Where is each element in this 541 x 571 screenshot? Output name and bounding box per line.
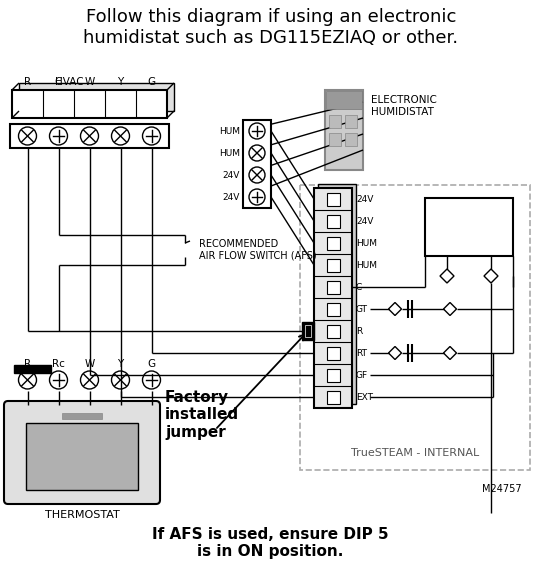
- Text: If AFS is used, ensure DIP 5
is in ON position.: If AFS is used, ensure DIP 5 is in ON po…: [151, 527, 388, 560]
- FancyBboxPatch shape: [4, 401, 160, 504]
- Text: Y: Y: [117, 77, 124, 87]
- Bar: [300, 185, 530, 470]
- Bar: [327, 192, 340, 206]
- Text: HUM: HUM: [356, 239, 377, 247]
- Bar: [327, 215, 340, 227]
- Bar: [329, 115, 341, 128]
- Bar: [327, 324, 340, 337]
- Text: Factory
installed
jumper: Factory installed jumper: [165, 390, 239, 440]
- Text: HUM: HUM: [219, 127, 240, 135]
- Text: Y: Y: [117, 359, 124, 369]
- Text: THERMOSTAT: THERMOSTAT: [44, 510, 120, 520]
- Text: W: W: [84, 77, 95, 87]
- Text: W: W: [84, 359, 95, 369]
- Bar: [327, 236, 340, 250]
- Text: M24757: M24757: [483, 484, 522, 494]
- Text: Rc: Rc: [52, 359, 65, 369]
- Bar: [345, 133, 357, 146]
- Bar: [19, 83, 174, 111]
- Bar: [326, 91, 362, 109]
- Bar: [243, 120, 271, 208]
- Text: C: C: [356, 283, 362, 292]
- Text: ELECTRONIC
HUMIDISTAT: ELECTRONIC HUMIDISTAT: [371, 95, 437, 116]
- Bar: [318, 184, 356, 404]
- Bar: [26, 423, 138, 490]
- Bar: [327, 347, 340, 360]
- Bar: [327, 303, 340, 316]
- Text: TrueSTEAM - INTERNAL: TrueSTEAM - INTERNAL: [351, 448, 479, 458]
- Text: G: G: [148, 77, 156, 87]
- Bar: [302, 322, 314, 340]
- Bar: [12, 90, 167, 118]
- Text: HVAC: HVAC: [55, 77, 84, 87]
- Bar: [327, 368, 340, 381]
- Bar: [327, 280, 340, 293]
- Text: 24V: 24V: [356, 195, 373, 203]
- Text: HUM: HUM: [219, 148, 240, 158]
- Text: GT: GT: [356, 304, 368, 313]
- Bar: [314, 188, 352, 408]
- Bar: [14, 365, 51, 373]
- Text: 24V: 24V: [356, 216, 373, 226]
- Bar: [305, 325, 311, 337]
- Bar: [327, 391, 340, 404]
- Bar: [345, 115, 357, 128]
- Text: R: R: [24, 359, 31, 369]
- Text: R: R: [24, 77, 31, 87]
- Text: G: G: [148, 359, 156, 369]
- Text: HVAC
POWER
MASTER: HVAC POWER MASTER: [443, 210, 495, 244]
- Bar: [62, 413, 102, 419]
- Text: 24V: 24V: [223, 192, 240, 202]
- Bar: [10, 124, 169, 148]
- Text: RT: RT: [356, 348, 367, 357]
- Text: HUM: HUM: [356, 260, 377, 270]
- Text: 24V: 24V: [223, 171, 240, 179]
- Bar: [325, 90, 363, 170]
- Text: C: C: [55, 77, 62, 87]
- Bar: [329, 133, 341, 146]
- Text: Follow this diagram if using an electronic
humidistat such as DG115EZIAQ or othe: Follow this diagram if using an electron…: [83, 8, 459, 47]
- Text: RECOMMENDED
AIR FLOW SWITCH (AFS): RECOMMENDED AIR FLOW SWITCH (AFS): [199, 239, 316, 261]
- Bar: [327, 259, 340, 271]
- Text: R: R: [356, 327, 362, 336]
- Text: GF: GF: [356, 371, 368, 380]
- Text: EXT: EXT: [356, 392, 373, 401]
- Bar: [425, 198, 513, 256]
